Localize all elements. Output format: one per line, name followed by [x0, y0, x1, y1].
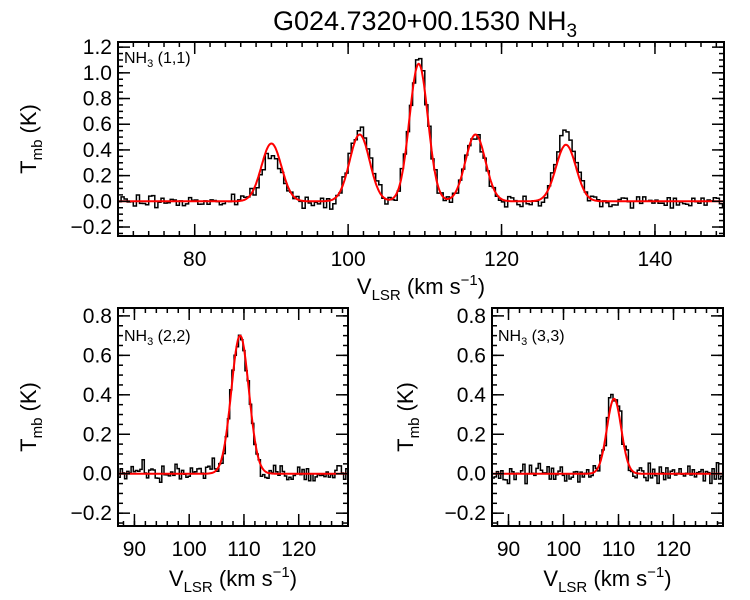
panel-label-main: NH	[498, 328, 521, 345]
y-axis-title-rest: (K)	[16, 104, 41, 139]
fit-curve	[492, 397, 723, 475]
y-tick-label: 0.2	[83, 165, 112, 188]
x-axis-title-main: V	[169, 566, 184, 591]
x-axis-title-rest: (km s	[401, 274, 461, 299]
x-tick-label: 100	[331, 248, 366, 271]
y-axis-title-rest: (K)	[393, 382, 418, 417]
y-tick-label: 1.0	[83, 62, 112, 85]
y-tick-label: 0.0	[457, 463, 486, 486]
y-axis-title-main: T	[16, 438, 41, 451]
y-tick-label: −0.2	[445, 502, 486, 525]
x-tick-label: 120	[656, 538, 691, 561]
panel-label-rest: (3,3)	[527, 328, 564, 345]
x-tick-label: 110	[227, 538, 260, 561]
y-tick-label: 0.6	[83, 113, 112, 136]
y-tick-label: −0.2	[71, 216, 112, 239]
x-tick-label: 90	[123, 538, 146, 561]
y-tick-label: 1.2	[83, 36, 112, 59]
y-tick-label: 0.8	[83, 88, 112, 111]
y-tick-label: 0.4	[457, 384, 487, 407]
fit-curve	[118, 334, 348, 475]
figure-title: G024.7320+00.1530 NH3	[273, 6, 577, 42]
panel-nh3-33: 90 100 110 120 −0.2 0.0 0.2 0.4 0.6 0.8 NH3 (3,3) V…	[393, 305, 724, 596]
x-axis-title-sup: −1	[273, 564, 290, 581]
x-axis-title-sub: LSR	[372, 287, 401, 304]
panel-label-main: NH	[124, 50, 147, 67]
panel-label-sub: 3	[521, 336, 527, 348]
y-tick-label: 0.2	[83, 423, 112, 446]
panel-label-rest: (1,1)	[153, 50, 190, 67]
x-axis-title-main: V	[357, 274, 372, 299]
panel-label-rest: (2,2)	[153, 328, 190, 345]
y-axis-title-rest: (K)	[16, 382, 41, 417]
panel-label-main: NH	[124, 328, 147, 345]
panel-nh3-11: 80 100 120 140 −0.2 0.00.2 0.4 0.60.8 1.0 1.2 NH3 …	[16, 36, 725, 304]
y-tick-label: 0.8	[457, 305, 486, 328]
y-axis-title-main: T	[16, 160, 41, 173]
y-axis-title-sub: mb	[29, 140, 46, 161]
x-tick-label: 110	[602, 538, 635, 561]
y-axis-title-main: T	[393, 438, 418, 451]
x-axis-title-main: V	[543, 566, 558, 591]
x-axis-title-rest: (km s	[587, 566, 647, 591]
observed-spectrum	[118, 57, 724, 210]
x-axis-title-end: )	[290, 566, 297, 591]
y-axis-title: Tmb (K)	[16, 104, 46, 174]
x-axis-title-end: )	[478, 274, 485, 299]
y-axis-title: Tmb (K)	[16, 382, 46, 452]
y-tick-label: 0.2	[457, 423, 486, 446]
y-tick-label: 0.0	[83, 463, 112, 486]
y-tick-label: 0.4	[83, 384, 113, 407]
x-axis-title-sub: LSR	[558, 579, 587, 596]
x-axis-title: VLSR (km s−1)	[357, 272, 485, 304]
x-tick-label: 100	[172, 538, 207, 561]
observed-spectrum	[492, 393, 723, 485]
figure-title-main: G024.7320+00.1530 NH	[273, 6, 566, 36]
x-axis-title-sup: −1	[461, 272, 478, 289]
x-axis-title: VLSR (km s−1)	[169, 564, 297, 596]
x-tick-label: 80	[183, 248, 206, 271]
y-axis-title-sub: mb	[406, 418, 423, 439]
panel-label-sub: 3	[147, 58, 153, 70]
plot-frame	[117, 41, 725, 237]
panel-label-sub: 3	[147, 336, 153, 348]
y-axis-title: Tmb (K)	[393, 382, 423, 452]
y-tick-label: 0.6	[457, 344, 486, 367]
x-tick-label: 120	[484, 248, 519, 271]
panel-label: NH3 (2,2)	[124, 328, 191, 348]
y-tick-label: −0.2	[71, 502, 112, 525]
x-axis-title: VLSR (km s−1)	[543, 564, 671, 596]
x-tick-label: 90	[497, 538, 520, 561]
panel-label: NH3 (3,3)	[498, 328, 565, 348]
fit-curve	[118, 62, 724, 203]
y-tick-label: 0.8	[83, 305, 112, 328]
x-axis-title-rest: (km s	[213, 566, 273, 591]
y-tick-label: 0.6	[83, 344, 112, 367]
figure-title-sub: 3	[566, 21, 577, 42]
panel-label: NH3 (1,1)	[124, 50, 191, 70]
x-axis-title-sup: −1	[647, 564, 664, 581]
y-tick-label: 0.0	[83, 190, 112, 213]
x-axis-title-end: )	[664, 566, 671, 591]
x-tick-label: 120	[281, 538, 316, 561]
y-tick-label: 0.4	[83, 139, 113, 162]
x-tick-label: 100	[546, 538, 581, 561]
y-axis-title-sub: mb	[29, 418, 46, 439]
x-tick-label: 140	[637, 248, 672, 271]
x-axis-title-sub: LSR	[184, 579, 213, 596]
panel-nh3-22: 90 100 110 120 −0.2 0.0 0.2 0.4 0.6 0.8 NH3 (2,2) V…	[16, 305, 349, 596]
